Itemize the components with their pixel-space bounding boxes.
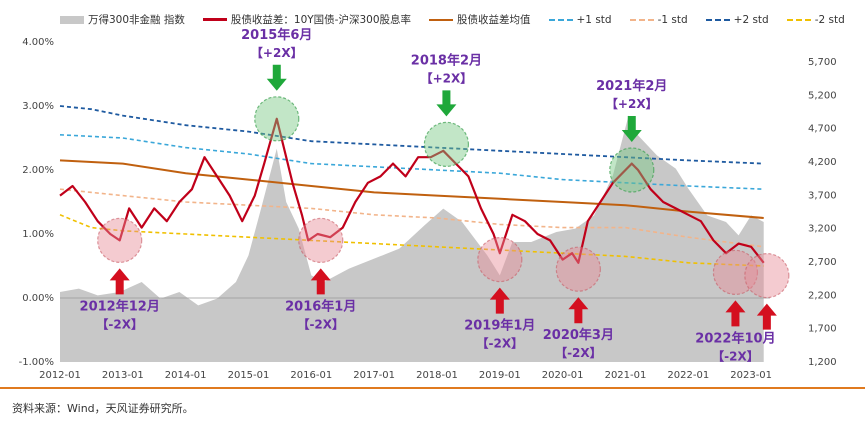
y-right-tick-label: 5,200: [808, 90, 837, 101]
legend-item-mean: 股债收益差均值: [429, 12, 531, 27]
x-tick-label: 2021-01: [605, 370, 647, 381]
y-left-tick-label: 1.00%: [22, 229, 54, 240]
legend-item-plus1: +1 std: [548, 12, 612, 27]
x-tick-label: 2017-01: [353, 370, 395, 381]
x-tick-label: 2018-01: [416, 370, 458, 381]
annotation-sub: 【+2X】: [251, 45, 303, 60]
annotation-label: 2022年10月: [695, 330, 775, 346]
annotation-sub: 【-2X】: [477, 336, 524, 351]
x-tick-label: 2019-01: [479, 370, 521, 381]
index-area: [60, 115, 764, 362]
arrow-up-icon: [109, 268, 130, 295]
arrow-up-icon: [310, 268, 331, 295]
annotation-label: 2019年1月: [464, 318, 535, 334]
arrow-up-icon: [756, 303, 777, 330]
highlight-circle: [609, 147, 655, 193]
source-divider: [0, 387, 865, 389]
highlight-circle: [423, 121, 470, 167]
arrow-down-icon: [621, 116, 642, 142]
annotation-label: 2018年2月: [411, 52, 482, 68]
source-note: 资料来源：Wind，天风证券研究所。: [12, 402, 194, 415]
legend-label: -1 std: [657, 13, 688, 26]
series-line: [59, 134, 764, 190]
y-left-tick-label: 4.00%: [22, 37, 54, 48]
legend-swatch-area: [60, 15, 84, 24]
y-right-tick-label: 2,200: [808, 290, 837, 301]
y-right-tick-label: 1,700: [808, 324, 837, 335]
annotation-label: 2015年6月: [241, 27, 312, 43]
legend-swatch-dash: [629, 18, 654, 21]
arrow-up-icon: [568, 297, 589, 324]
y-left-tick-label: 3.00%: [22, 101, 54, 112]
legend-label: 股债收益差均值: [457, 14, 531, 26]
x-tick-label: 2015-01: [228, 370, 270, 381]
y-right-tick-label: 5,700: [808, 57, 837, 68]
highlight-circle: [254, 96, 300, 142]
y-right-tick-label: 4,700: [808, 124, 837, 135]
spread-line: [59, 117, 765, 264]
annotation-label: 2020年3月: [543, 327, 614, 343]
legend-label: 万得300非金融 指数: [88, 14, 185, 26]
legend-item-minus2: -2 std: [786, 12, 845, 27]
x-tick-label: 2020-01: [542, 370, 584, 381]
annotation-sub: 【-2X】: [297, 316, 344, 331]
x-tick-label: 2013-01: [102, 370, 144, 381]
x-tick-label: 2012-01: [39, 370, 81, 381]
y-right-tick-label: 3,200: [808, 224, 837, 235]
legend-item-minus1: -1 std: [629, 12, 688, 27]
legend-label: +2 std: [733, 13, 769, 26]
legend-swatch-line: [429, 18, 453, 21]
annotation-sub: 【+2X】: [606, 96, 658, 111]
series-line: [59, 188, 764, 248]
y-right-tick-label: 1,200: [808, 357, 837, 368]
x-tick-label: 2016-01: [290, 370, 332, 381]
y-right-tick-label: 2,700: [808, 257, 837, 268]
chart-legend: 万得300非金融 指数 股债收益差：10Y国债-沪深300股息率 股债收益差均值…: [60, 12, 855, 27]
arrow-up-icon: [489, 287, 510, 314]
arrow-down-icon: [266, 64, 287, 91]
highlight-circle: [298, 217, 344, 263]
y-left-tick-label: 2.00%: [22, 165, 54, 176]
legend-item-spread: 股债收益差：10Y国债-沪深300股息率: [202, 12, 411, 27]
highlight-circle: [555, 246, 601, 292]
legend-swatch-dash: [548, 18, 573, 21]
legend-item-plus2: +2 std: [705, 12, 769, 27]
highlight-circle: [477, 237, 523, 283]
highlight-circle: [744, 253, 790, 299]
annotation-sub: 【-2X】: [555, 345, 602, 360]
annotation-label: 2021年2月: [596, 78, 667, 94]
annotation-sub: 【+2X】: [421, 70, 473, 85]
y-right-tick-label: 4,200: [808, 157, 837, 168]
legend-swatch-dash: [786, 18, 811, 21]
arrow-down-icon: [436, 90, 457, 117]
series-line: [59, 159, 764, 219]
annotation-sub: 【-2X】: [712, 348, 759, 363]
y-left-tick-label: -1.00%: [19, 357, 54, 368]
legend-swatch-dash: [705, 18, 730, 21]
highlight-circle: [97, 217, 143, 263]
legend-label: +1 std: [576, 13, 612, 26]
arrow-up-icon: [725, 300, 746, 327]
y-left-tick-label: 0.00%: [22, 293, 54, 304]
x-tick-label: 2023-01: [730, 370, 772, 381]
series-line: [59, 105, 764, 165]
legend-swatch-line: [202, 18, 227, 21]
y-right-tick-label: 3,700: [808, 190, 837, 201]
x-tick-label: 2022-01: [667, 370, 709, 381]
legend-item-index: 万得300非金融 指数: [60, 12, 185, 27]
x-tick-label: 2014-01: [165, 370, 207, 381]
legend-label: 股债收益差：10Y国债-沪深300股息率: [230, 14, 411, 26]
annotation-label: 2016年1月: [285, 298, 356, 314]
annotation-label: 2012年12月: [80, 298, 160, 314]
legend-label: -2 std: [814, 13, 845, 26]
annotation-sub: 【-2X】: [96, 316, 143, 331]
